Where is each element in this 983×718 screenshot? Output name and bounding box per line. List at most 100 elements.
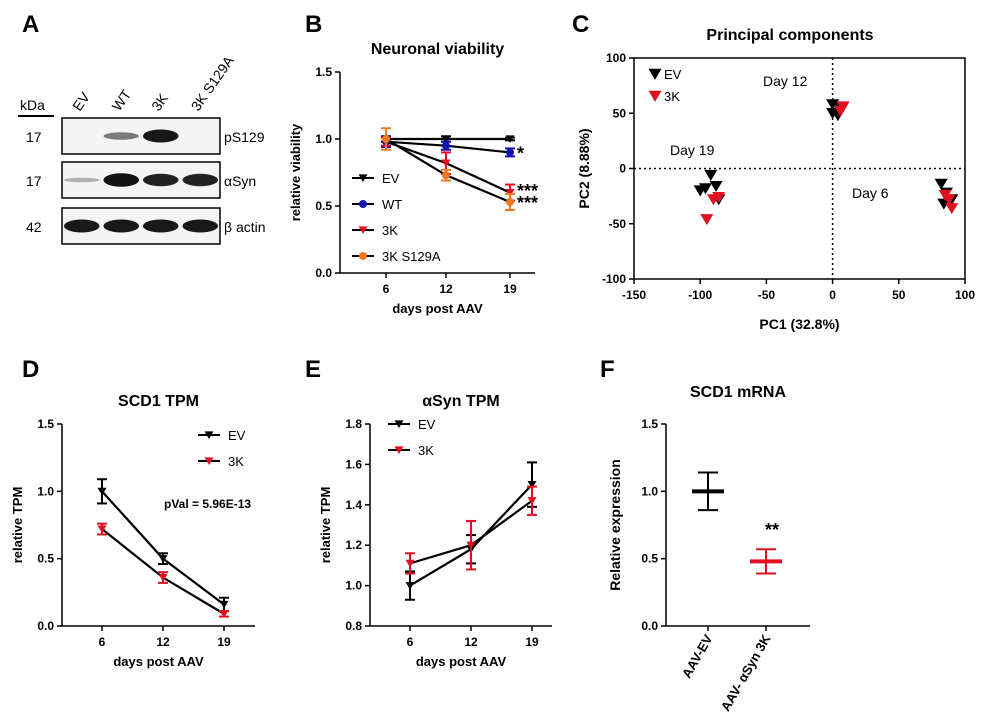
y-tick-label: 1.5 bbox=[37, 417, 54, 431]
y-tick-label: 1.5 bbox=[315, 65, 332, 79]
blot-band bbox=[182, 173, 219, 187]
data-point bbox=[506, 148, 514, 157]
panel-label-c: C bbox=[572, 11, 589, 38]
y-tick-label: 1.0 bbox=[315, 132, 332, 146]
data-point bbox=[441, 159, 451, 168]
lane-label: EV bbox=[69, 89, 93, 114]
x-tick-label: AAV-EV bbox=[679, 632, 716, 681]
data-point bbox=[945, 203, 959, 215]
group-label: Day 6 bbox=[852, 185, 889, 201]
x-tick-label: 100 bbox=[955, 288, 975, 302]
data-point bbox=[836, 101, 850, 113]
lane-label: WT bbox=[109, 86, 135, 113]
data-point bbox=[442, 171, 450, 180]
y-tick-label: 0 bbox=[619, 162, 626, 176]
legend-label: WT bbox=[382, 197, 402, 212]
y-tick-label: 50 bbox=[613, 106, 627, 120]
series-3k bbox=[700, 101, 959, 226]
kda-header: kDa bbox=[20, 97, 45, 113]
data-point bbox=[505, 189, 515, 197]
group-label: Day 19 bbox=[670, 142, 715, 158]
group-label: Day 12 bbox=[763, 73, 808, 89]
y-tick-label: 0.0 bbox=[315, 266, 332, 280]
western-blot: kDa EV WT 3K 3K S129A 17 pS129 17 αSyn 42 β acti… bbox=[18, 52, 266, 245]
data-point bbox=[405, 582, 415, 590]
y-tick-label: 0.5 bbox=[641, 552, 658, 566]
legend-label: 3K bbox=[382, 223, 398, 238]
legend: EV WT 3K 3K S129A bbox=[352, 171, 441, 264]
x-tick-label: -150 bbox=[622, 288, 646, 302]
y-tick-label: 1.0 bbox=[37, 484, 54, 498]
x-tick-label: -50 bbox=[758, 288, 776, 302]
x-axis-label: days post AAV bbox=[392, 301, 483, 316]
y-axis-label: relative TPM bbox=[318, 487, 333, 564]
panel-label-d: D bbox=[22, 356, 39, 383]
significance-stars: *** bbox=[517, 181, 538, 201]
y-axis-label: PC2 (8.88%) bbox=[576, 128, 592, 208]
y-tick-label: 1.2 bbox=[345, 538, 362, 552]
panel-label-f: F bbox=[600, 356, 615, 383]
y-axis-label: relative viability bbox=[288, 123, 303, 221]
panel-label-a: A bbox=[22, 11, 39, 38]
y-tick-label: -50 bbox=[609, 217, 627, 231]
legend-label: 3K bbox=[418, 443, 434, 458]
lane-label: 3K bbox=[148, 90, 171, 114]
legend-label: EV bbox=[418, 417, 436, 432]
data-point bbox=[219, 600, 229, 609]
series-3k bbox=[405, 485, 537, 575]
data-point bbox=[934, 178, 948, 190]
data-point bbox=[700, 214, 714, 226]
legend-marker bbox=[359, 200, 367, 208]
panel-f-scd1-mrna-chart: SCD1 mRNA 0.0 0.5 1.0 1.5 Relative expression… bbox=[607, 384, 810, 714]
y-axis-label: Relative expression bbox=[607, 459, 623, 591]
legend-marker bbox=[204, 431, 214, 440]
y-tick-label: 0.8 bbox=[345, 619, 362, 633]
legend-marker bbox=[394, 446, 404, 455]
data-point bbox=[405, 559, 415, 568]
x-tick-label: 6 bbox=[99, 635, 106, 649]
legend-marker bbox=[394, 420, 404, 429]
chart-title: Neuronal viability bbox=[371, 41, 504, 58]
blot-band bbox=[103, 173, 140, 187]
legend-marker bbox=[358, 226, 368, 235]
data-point bbox=[704, 169, 718, 181]
y-tick-label: 1.4 bbox=[345, 498, 362, 512]
y-tick-label: 100 bbox=[606, 51, 626, 65]
y-tick-label: 0.5 bbox=[315, 199, 332, 213]
legend: EV 3K bbox=[648, 67, 682, 104]
data-point bbox=[466, 541, 476, 550]
blot-band bbox=[142, 173, 179, 187]
y-axis-label: relative TPM bbox=[10, 487, 25, 564]
significance-stars: *** bbox=[517, 193, 538, 213]
data-point bbox=[712, 192, 726, 204]
x-tick-label: 19 bbox=[217, 635, 231, 649]
error-bar bbox=[698, 471, 718, 512]
data-point bbox=[698, 183, 712, 195]
data-point bbox=[158, 555, 168, 563]
x-axis-label: days post AAV bbox=[113, 654, 204, 669]
x-tick-label: AAV- αSyn 3K bbox=[718, 631, 774, 713]
legend-label: EV bbox=[664, 67, 682, 82]
legend-marker bbox=[358, 174, 368, 183]
legend: EV 3K bbox=[198, 428, 246, 469]
legend: EV 3K bbox=[388, 417, 436, 458]
blot-band bbox=[142, 219, 179, 233]
data-point bbox=[942, 194, 956, 206]
legend-label: 3K bbox=[228, 454, 244, 469]
blot-row-label: β actin bbox=[224, 219, 266, 235]
x-tick-label: 19 bbox=[525, 635, 539, 649]
blot-band bbox=[63, 219, 100, 233]
blot-band bbox=[182, 219, 219, 233]
data-point bbox=[442, 141, 450, 150]
blot-row-label: αSyn bbox=[224, 173, 256, 189]
legend-label: EV bbox=[382, 171, 400, 186]
x-axis-label: days post AAV bbox=[416, 654, 507, 669]
data-point bbox=[826, 99, 840, 111]
blot-row-label: pS129 bbox=[224, 129, 265, 145]
x-tick-label: 12 bbox=[464, 635, 478, 649]
legend-marker bbox=[648, 68, 662, 80]
significance-stars: ** bbox=[765, 520, 779, 540]
data-point bbox=[97, 487, 107, 496]
chart-title: SCD1 TPM bbox=[118, 393, 199, 410]
y-tick-label: 0.0 bbox=[641, 619, 658, 633]
